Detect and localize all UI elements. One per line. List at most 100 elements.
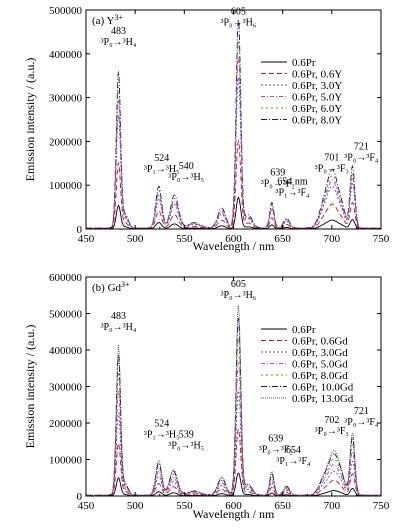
x-tick-label: 750 — [373, 233, 390, 245]
x-tick-label: 550 — [176, 500, 193, 512]
x-tick-label: 750 — [373, 500, 390, 512]
annotation-text: 701 — [324, 153, 339, 164]
annotation-text: ³P₀→³H₆ — [221, 290, 257, 301]
annotation-text: 524 — [154, 153, 169, 164]
annotation-text: 639 — [268, 433, 283, 444]
x-tick-label: 550 — [176, 233, 193, 245]
series-line — [86, 339, 381, 496]
panel-label-superscript: 3+ — [115, 13, 124, 22]
x-tick-label: 700 — [324, 500, 341, 512]
x-tick-label: 450 — [78, 233, 95, 245]
annotation-text: 539 — [179, 430, 194, 441]
annotation-text: ³P₀→³F₂ — [261, 179, 295, 190]
annotation-text: ³P₀→³H₅ — [168, 441, 204, 452]
panel-label: (b) Gd3+ — [92, 280, 130, 294]
annotation-text: 721 — [354, 141, 369, 152]
legend-entry: 0.6Pr, 0.6Gd — [292, 336, 348, 348]
x-tick-label: 600 — [225, 500, 242, 512]
legend-entry: 0.6Pr, 3.0Gd — [292, 347, 348, 359]
y-tick-label: 300000 — [49, 382, 83, 394]
annotation-text: ³P₀→³F₂ — [259, 444, 293, 455]
x-axis-label: Wavelength / nm — [193, 507, 275, 521]
y-tick-label: 300000 — [49, 93, 83, 105]
legend-entry: 0.6Pr, 13.0Gd — [292, 393, 354, 405]
x-tick-label: 450 — [78, 500, 95, 512]
annotation-text: ³P₁→³H₅ — [144, 430, 180, 441]
x-tick-label: 650 — [274, 233, 291, 245]
annotation-text: ³P₁→³F₄ — [275, 187, 310, 198]
y-tick-label: 600000 — [49, 272, 83, 284]
panel-label: (a) Y3+ — [92, 13, 124, 27]
legend-entry: 0.6Pr, 8.0Gd — [292, 370, 348, 382]
x-tick-label: 500 — [127, 500, 144, 512]
annotation-text: ³P₀→³H₆ — [221, 17, 257, 28]
annotation-text: 605 — [231, 279, 246, 290]
x-tick-label: 650 — [274, 500, 291, 512]
series-line — [86, 427, 381, 496]
legend-entry: 0.6Pr, 3.0Y — [292, 80, 342, 92]
legend-entry: 0.6Pr — [292, 57, 316, 69]
y-tick-label: 100000 — [49, 180, 83, 192]
legend-entry: 0.6Pr, 6.0Y — [292, 103, 342, 115]
y-tick-label: 100000 — [49, 455, 83, 467]
y-tick-label: 500000 — [49, 309, 83, 321]
panel-label-superscript: 3+ — [121, 280, 130, 289]
annotation-text: 654 nm — [277, 176, 308, 187]
legend-entry: 0.6Pr — [292, 324, 316, 336]
y-tick-label: 200000 — [49, 136, 83, 148]
annotation-text: 654 — [286, 445, 301, 456]
annotation-text: ³P₀→³F₄ — [344, 417, 379, 428]
annotation-text: ³P₀→³H₅ — [168, 172, 204, 183]
annotation-text: ³P₁→³H₅ — [144, 164, 180, 175]
annotation-text: ³P₀→³F₄ — [344, 152, 379, 163]
annotation-text: 524 — [154, 419, 169, 430]
panel-a: 450 500 550 600 650 700 750 0 100000 200000 300000… — [23, 5, 390, 253]
y-tick-label: 400000 — [49, 345, 83, 357]
y-tick-label: 0 — [77, 491, 83, 503]
annotation-text: 639 — [270, 168, 285, 179]
annotation-text: 605 — [231, 6, 246, 17]
y-axis-label: Emission intensity / (a.u.) — [23, 325, 37, 449]
y-axis-label: Emission intensity / (a.u.) — [23, 58, 37, 182]
legend-entry: 0.6Pr, 5.0Y — [292, 92, 342, 104]
y-tick-label: 500000 — [49, 5, 83, 17]
annotation-text: ³P₀→³H₄ — [101, 322, 137, 333]
annotation-text: 721 — [354, 406, 369, 417]
annotation-text: 702 — [324, 415, 339, 426]
legend-entry: 0.6Pr, 5.0Gd — [292, 359, 348, 371]
legend-entry: 0.6Pr, 0.6Y — [292, 69, 342, 81]
annotation-text: ³P₀→³F₃ — [315, 426, 349, 437]
annotation-text: ³P₁→³F₄ — [276, 456, 311, 467]
x-tick-label: 500 — [127, 233, 144, 245]
x-tick-label: 700 — [324, 233, 341, 245]
annotation-text: 483 — [111, 26, 126, 37]
y-tick-label: 200000 — [49, 418, 83, 430]
annotation-text: ³P₀→³F₃ — [315, 164, 349, 175]
annotation-text: 540 — [179, 161, 194, 172]
annotation-text: ³P₀→³H₄ — [101, 37, 137, 48]
panel-b: 450 500 550 600 650 700 750 0 100000 200000 300000… — [23, 272, 390, 521]
legend-entry: 0.6Pr, 10.0Gd — [292, 382, 354, 394]
legend-entry: 0.6Pr, 8.0Y — [292, 115, 342, 127]
x-tick-label: 600 — [225, 233, 242, 245]
y-tick-label: 0 — [77, 224, 83, 236]
annotation-text: 483 — [111, 311, 126, 322]
